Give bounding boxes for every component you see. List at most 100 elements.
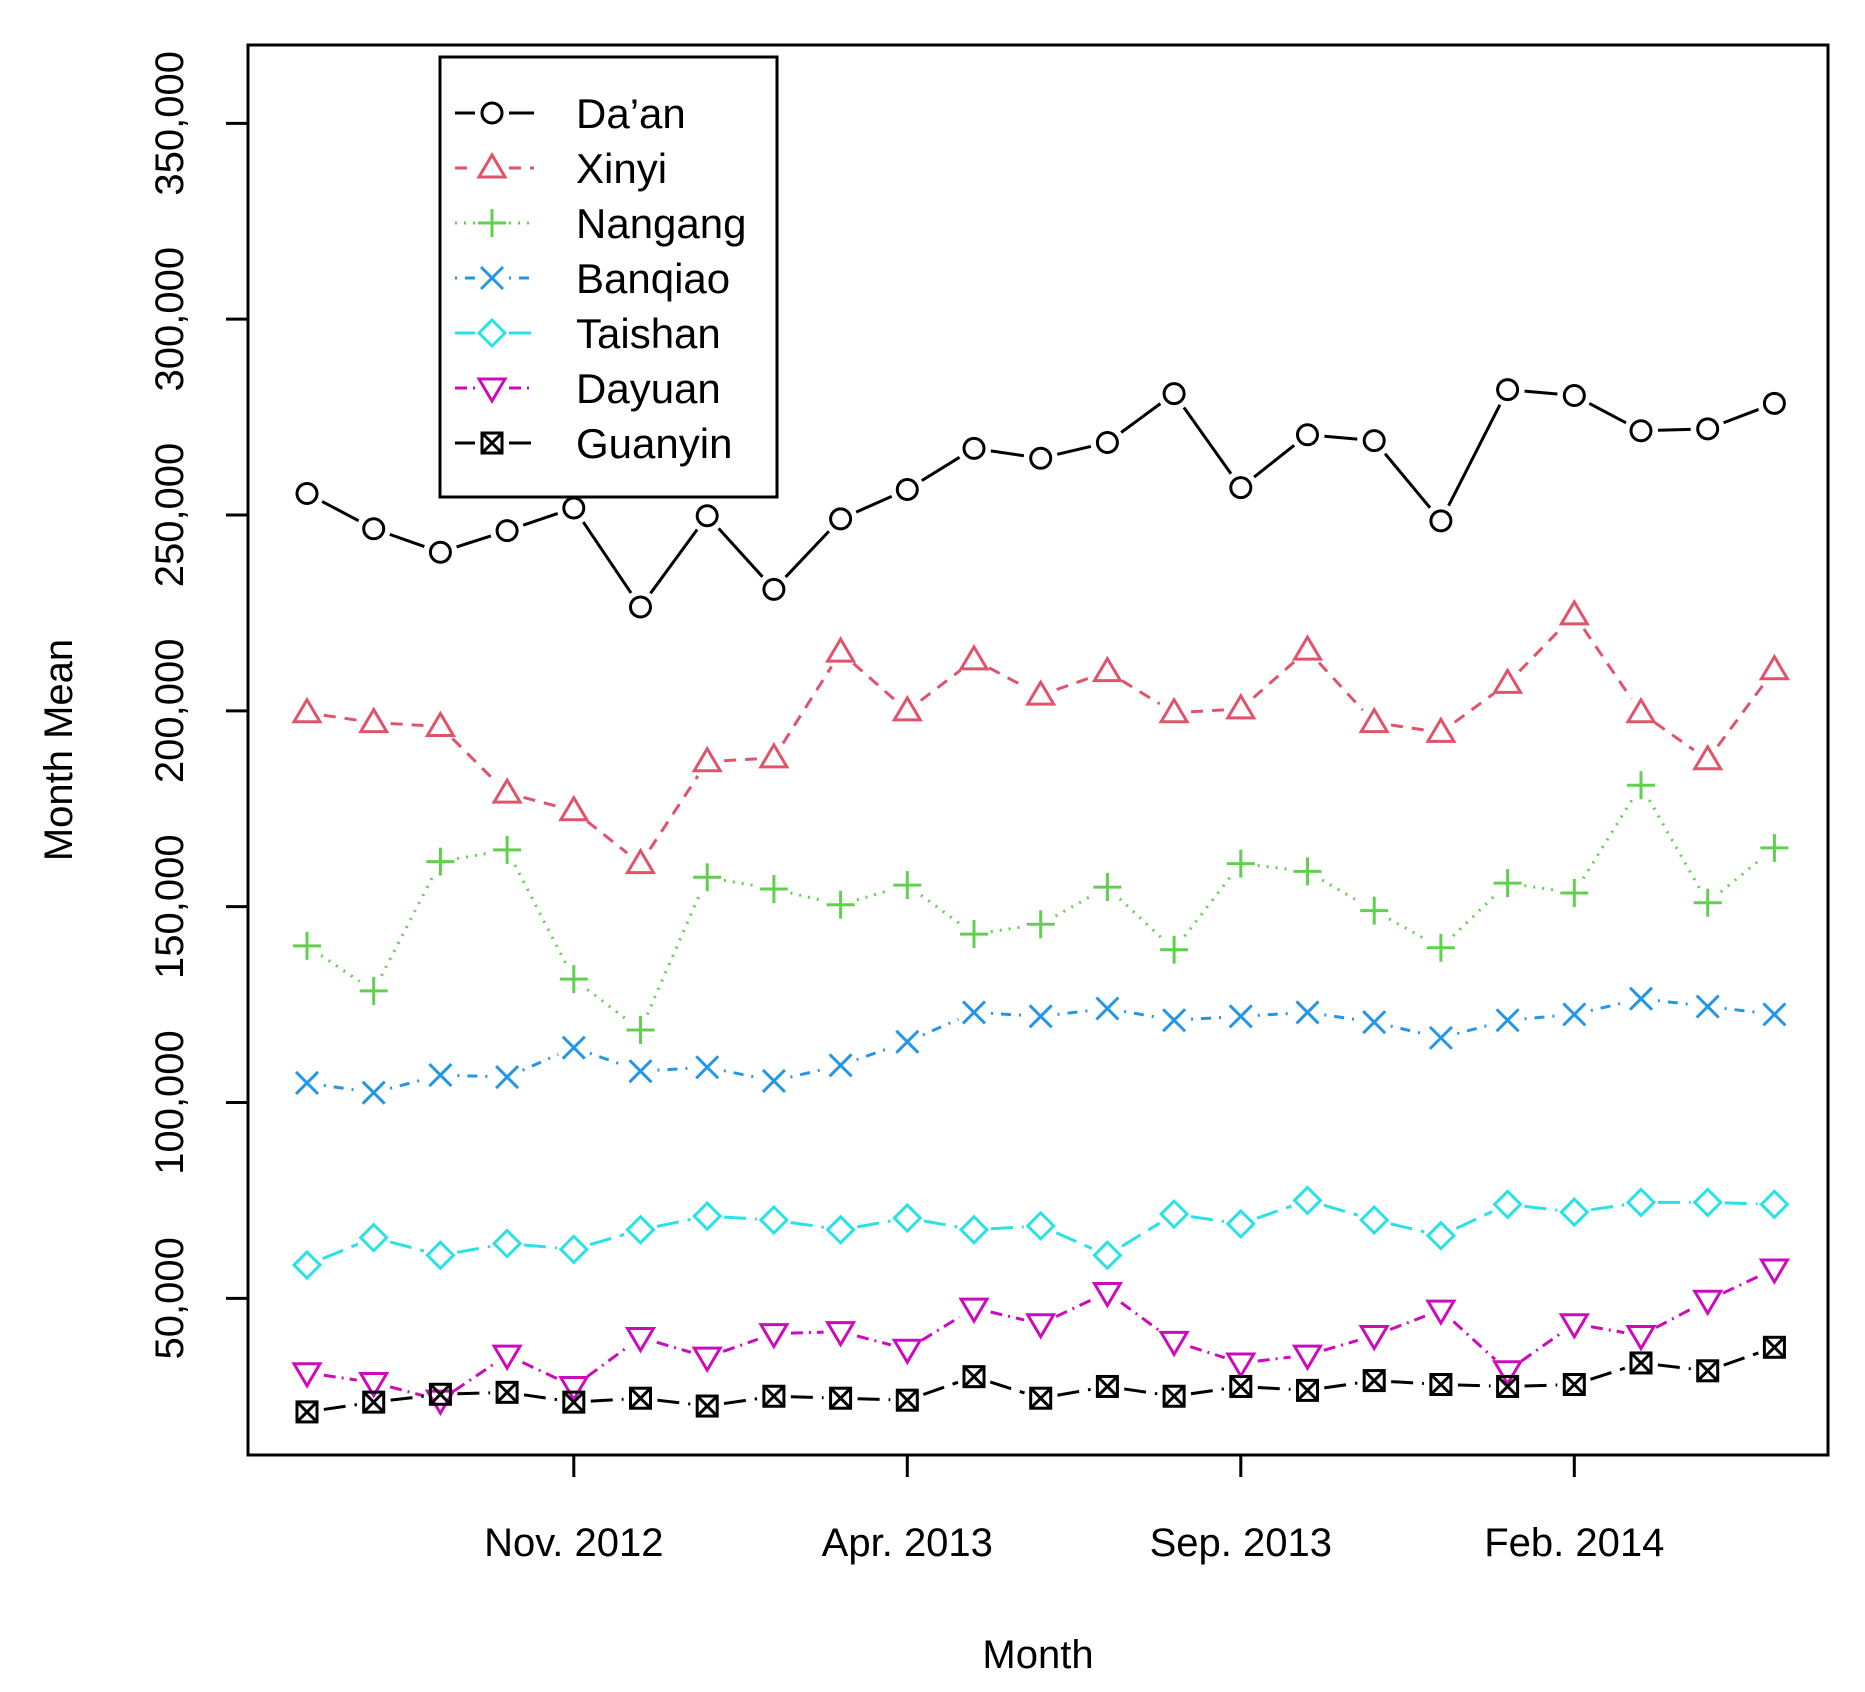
- series-segment: [1121, 679, 1161, 706]
- series-segment: [852, 662, 896, 701]
- series-xinyi: [291, 598, 1791, 875]
- legend-label: Guanyin: [576, 420, 732, 467]
- series-segment: [990, 925, 1025, 934]
- data-point: [1625, 1187, 1657, 1218]
- data-point: [824, 1321, 857, 1348]
- data-point: [1293, 857, 1322, 886]
- data-point: [762, 577, 786, 601]
- data-point: [626, 1016, 655, 1045]
- x-tick-label: Feb. 2014: [1484, 1521, 1664, 1565]
- series-segment: [1324, 434, 1358, 441]
- series-segment: [1190, 1215, 1225, 1223]
- y-tick-label: 200,000: [148, 639, 192, 784]
- series-segment: [1520, 1332, 1562, 1363]
- data-point: [1428, 1025, 1453, 1050]
- legend-marker: [478, 209, 506, 237]
- data-point: [1429, 1373, 1453, 1396]
- data-point: [1762, 1335, 1786, 1359]
- data-point: [291, 696, 323, 724]
- data-point: [1362, 1369, 1386, 1393]
- series-segment: [1390, 1024, 1425, 1036]
- data-point: [361, 1080, 386, 1105]
- legend-entry: Xinyi: [455, 145, 667, 192]
- series-layer: [291, 378, 1791, 1424]
- data-point: [695, 504, 719, 528]
- data-point: [761, 1068, 786, 1094]
- series-segment: [582, 521, 633, 594]
- series-segment: [1257, 1385, 1291, 1391]
- series-segment: [1590, 1366, 1626, 1381]
- data-point: [960, 920, 988, 949]
- series-segment: [590, 1397, 624, 1403]
- series-segment: [1518, 626, 1564, 673]
- series-segment: [1657, 999, 1691, 1007]
- x-tick-label: Sep. 2013: [1150, 1521, 1332, 1565]
- data-point: [295, 481, 319, 505]
- data-point: [1295, 1000, 1320, 1025]
- data-point: [425, 1240, 456, 1271]
- series-guanyin: [295, 1335, 1786, 1424]
- legend-entry: Nangang: [455, 200, 746, 247]
- series-segment: [513, 864, 568, 965]
- data-point: [1759, 1189, 1790, 1220]
- data-point: [1225, 1208, 1256, 1240]
- legend-label: Dayuan: [576, 365, 721, 412]
- data-point: [1560, 878, 1589, 907]
- series-segment: [1253, 444, 1296, 479]
- series-segment: [586, 1346, 628, 1378]
- series-segment: [990, 449, 1025, 458]
- data-point: [1359, 1204, 1390, 1236]
- series-segment: [1189, 1345, 1226, 1360]
- data-point: [1692, 1187, 1723, 1218]
- data-point: [493, 835, 522, 864]
- series-segment: [389, 532, 425, 548]
- data-point: [958, 1297, 990, 1325]
- data-point: [893, 871, 922, 900]
- series-segment: [990, 1011, 1024, 1017]
- series-segment: [1055, 1298, 1093, 1318]
- data-point: [693, 863, 722, 892]
- data-point: [1162, 382, 1186, 406]
- data-point: [629, 1386, 652, 1410]
- data-point: [1496, 1374, 1520, 1398]
- data-point: [558, 1234, 589, 1265]
- series-segment: [390, 722, 424, 728]
- series-segment: [656, 1340, 692, 1354]
- series-segment: [922, 1380, 959, 1396]
- data-point: [1491, 667, 1524, 694]
- data-point: [1558, 1313, 1590, 1340]
- data-point: [358, 706, 390, 734]
- series-segment: [723, 1069, 758, 1080]
- data-point: [624, 847, 657, 875]
- data-point: [1095, 431, 1119, 455]
- series-segment: [857, 1219, 891, 1229]
- data-point: [1291, 1344, 1324, 1372]
- data-point: [625, 1214, 656, 1245]
- data-point: [1760, 833, 1789, 862]
- series-segment: [1252, 660, 1296, 699]
- y-tick-label: 250,000: [148, 443, 192, 588]
- series-segment: [920, 1315, 961, 1342]
- data-point: [629, 595, 652, 619]
- series-segment: [323, 1373, 358, 1382]
- legend-entry: Da’an: [455, 90, 686, 137]
- data-point: [362, 517, 386, 541]
- data-point: [491, 1228, 523, 1259]
- data-point: [1559, 1197, 1590, 1228]
- series-segment: [456, 534, 492, 549]
- series-segment: [1323, 1203, 1359, 1217]
- y-axis: 50,000 100,000 150,000 200,000 250,000 300,00…: [148, 51, 248, 1360]
- series-segment: [1590, 1203, 1625, 1212]
- series-segment: [1183, 876, 1232, 938]
- data-point: [428, 1063, 453, 1088]
- series-segment: [457, 1391, 491, 1396]
- series-segment: [1452, 1320, 1497, 1361]
- data-point: [1627, 771, 1655, 800]
- data-point: [1495, 1008, 1520, 1033]
- data-point: [1425, 1220, 1457, 1251]
- data-point: [1625, 1325, 1657, 1352]
- series-segment: [586, 820, 629, 855]
- legend-label: Da’an: [576, 90, 686, 137]
- legend-label: Banqiao: [576, 255, 730, 302]
- data-point: [293, 931, 321, 960]
